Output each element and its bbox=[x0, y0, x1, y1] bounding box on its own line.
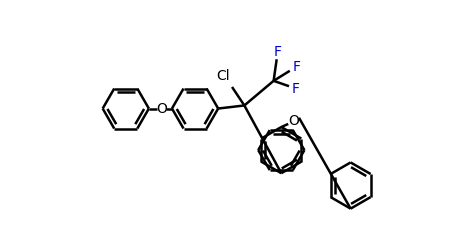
Text: Cl: Cl bbox=[216, 69, 230, 83]
Text: F: F bbox=[291, 82, 299, 96]
Text: F: F bbox=[273, 44, 282, 59]
Text: O: O bbox=[156, 102, 167, 116]
Text: O: O bbox=[288, 114, 299, 128]
Text: F: F bbox=[293, 60, 301, 74]
